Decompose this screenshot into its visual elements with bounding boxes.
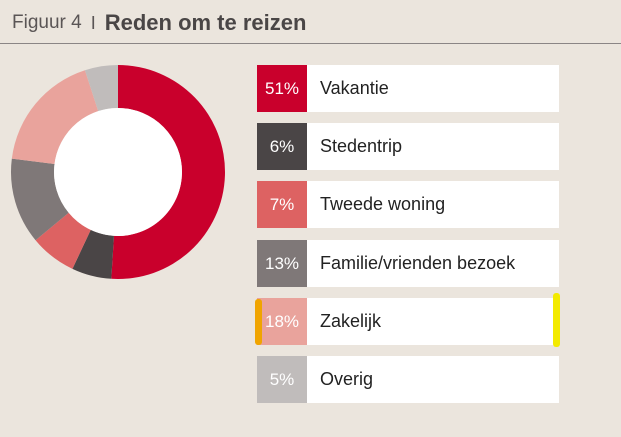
- donut-hole: [54, 108, 182, 236]
- legend-label-familie-vrienden-bezoek: Familie/vrienden bezoek: [320, 253, 516, 273]
- legend-label-zakelijk: Zakelijk: [320, 311, 382, 331]
- donut-slice-zakelijk: [11, 70, 99, 164]
- figure-label: Figuur 4: [12, 12, 82, 33]
- donut-slice-familie-vrienden-bezoek: [11, 158, 69, 241]
- legend-label-stedentrip: Stedentrip: [320, 136, 403, 156]
- legend-value-familie-vrienden-bezoek: 13%: [257, 240, 307, 287]
- legend-item-tweede-woning: 7% Tweede woning: [257, 181, 559, 228]
- legend-value-tweede-woning: 7%: [257, 181, 307, 228]
- donut-slice-vakantie: [111, 65, 226, 279]
- header-divider: [0, 43, 621, 44]
- legend-item-overig: 5% Overig: [257, 356, 559, 403]
- legend-label-tweede-woning: Tweede woning: [320, 194, 446, 214]
- legend-value-overig: 5%: [257, 356, 307, 403]
- highlight-marker-right: [553, 293, 560, 347]
- legend-value-vakantie: 51%: [257, 65, 307, 112]
- legend-item-vakantie: 51% Vakantie: [257, 65, 559, 112]
- donut-slice-tweede-woning: [35, 212, 91, 269]
- figure-separator: I: [90, 12, 96, 33]
- legend-item-familie-vrienden-bezoek: 13% Familie/vrienden bezoek: [257, 240, 559, 287]
- legend-item-stedentrip: 6% Stedentrip: [257, 123, 559, 170]
- legend-label-overig: Overig: [320, 369, 374, 389]
- donut-slice-stedentrip: [72, 229, 114, 279]
- legend-value-stedentrip: 6%: [257, 123, 307, 170]
- legend-value-zakelijk: 18%: [257, 298, 307, 345]
- figure-header: Figuur 4 I Reden om te reizen: [12, 8, 306, 38]
- donut-chart: [11, 65, 226, 279]
- highlight-marker-left: [255, 299, 262, 345]
- legend-item-zakelijk: 18% Zakelijk: [257, 298, 559, 345]
- chart-title: Reden om te reizen: [104, 10, 307, 35]
- donut-slice-overig: [84, 65, 118, 112]
- legend-label-vakantie: Vakantie: [320, 78, 389, 98]
